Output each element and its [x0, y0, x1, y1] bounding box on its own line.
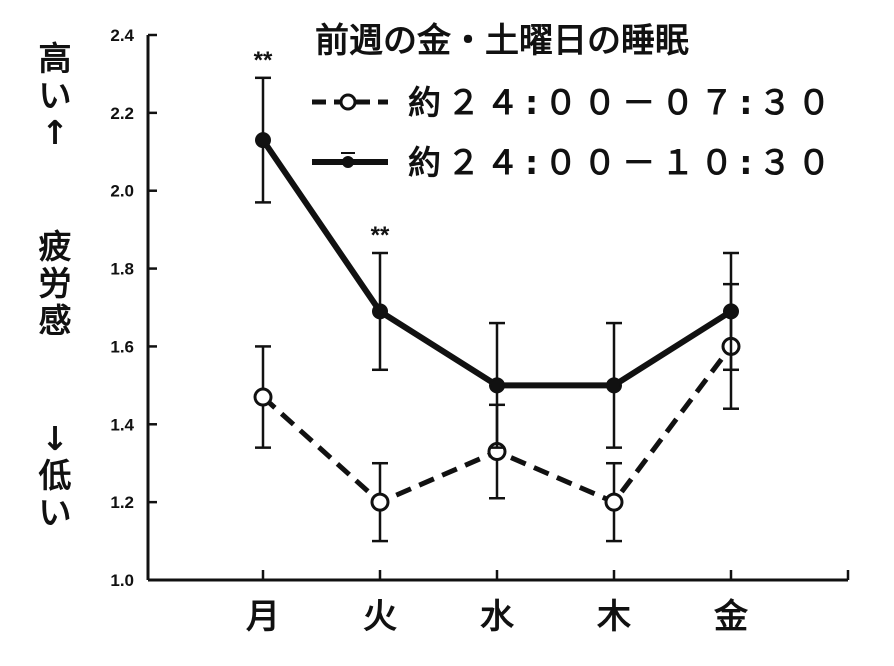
significance-marker: **: [371, 222, 390, 249]
y-tick-label: 1.4: [110, 415, 134, 434]
x-tick-label: 木: [596, 597, 631, 637]
x-tick-label: 月: [246, 597, 280, 637]
data-point: [372, 303, 388, 320]
axes: 1.0 1.2 1.4 1.6 1.8 2.0 2.2 2.4 月 火 水 木 金: [110, 26, 850, 637]
legend-label-long-sleep: 約２４:００－１０:３０: [408, 143, 836, 182]
y-tick-label: 1.6: [110, 337, 134, 356]
y-tick-label: 2.2: [110, 104, 134, 123]
legend-mark-short-sleep-marker: [339, 93, 357, 111]
y-axis-label-fatigue: 疲労感: [39, 227, 72, 340]
x-tick-label: 水: [480, 597, 515, 637]
data-point: [606, 377, 622, 394]
y-tick-label: 1.2: [110, 493, 134, 512]
data-point: [489, 377, 505, 394]
y-axis-label-low: ↓低い: [39, 419, 72, 532]
x-tick-label: 金: [713, 597, 749, 637]
series-short-sleep: [253, 282, 741, 543]
series-long-sleep: [255, 76, 739, 449]
data-point: [253, 387, 273, 407]
y-tick-label: 1.0: [110, 571, 134, 590]
labels-layer: 高い↑ 疲労感 ↓低い 前週の金・土曜日の睡眠 約２４:００－０７:３０ 約２４…: [39, 21, 836, 532]
series-layer: ** **: [253, 47, 741, 543]
y-tick-label: 2.4: [110, 26, 134, 45]
y-tick-label: 1.8: [110, 260, 134, 279]
y-tick-label: 2.0: [110, 182, 134, 201]
y-axis-label-high: 高い↑: [39, 39, 72, 152]
data-point: [723, 303, 739, 320]
x-tick-label: 火: [363, 597, 397, 637]
data-point: [255, 132, 271, 149]
legend-mark-long-sleep-marker: [342, 156, 354, 168]
legend-title: 前週の金・土曜日の睡眠: [315, 21, 689, 61]
significance-marker: **: [254, 47, 273, 74]
legend: [312, 93, 388, 168]
data-point: [604, 492, 624, 512]
data-point: [370, 492, 390, 512]
legend-label-short-sleep: 約２４:００－０７:３０: [408, 83, 836, 122]
